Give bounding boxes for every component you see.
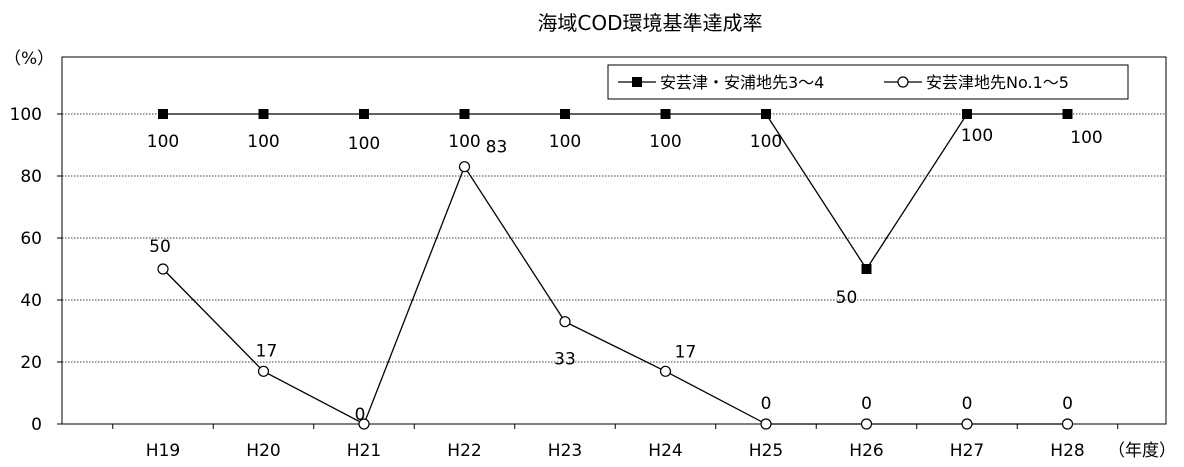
x-tick-label-H23: H23	[548, 441, 582, 461]
gridlines	[62, 113, 1166, 363]
series-line-2	[162, 165, 1068, 425]
data-point	[157, 263, 169, 275]
data-label: 0	[1062, 394, 1073, 414]
data-label: 100	[348, 134, 380, 154]
x-tick-label-H21: H21	[347, 441, 381, 461]
data-point	[962, 109, 972, 119]
data-label: 100	[750, 132, 782, 152]
data-point	[860, 418, 873, 430]
x-tick-label-H27: H27	[950, 441, 984, 461]
y-tick-label-40: 40	[20, 291, 42, 311]
data-label: 50	[836, 288, 858, 308]
data-label: 83	[486, 138, 508, 158]
data-point	[861, 264, 872, 274]
y-tick-label-0: 0	[31, 415, 42, 435]
legend-label-series-1: 安芸津・安浦地先3～4	[660, 73, 824, 92]
data-point	[358, 418, 370, 430]
data-point	[1062, 109, 1073, 119]
data-point	[258, 109, 269, 119]
x-tick-label-H20: H20	[246, 441, 280, 461]
data-point	[459, 109, 470, 119]
x-tick-label-H28: H28	[1050, 441, 1084, 461]
plot-frame	[61, 56, 1167, 425]
data-point	[458, 161, 471, 173]
data-point	[1061, 418, 1074, 430]
series-1: 100 100 100 100 100 100 100 50 100 100	[147, 109, 1103, 308]
legend: 安芸津・安浦地先3～4 安芸津地先No.1～5	[607, 64, 1129, 100]
x-tick-labels: H19 H20 H21 H22 H23 H24 H25 H26 H27 H28	[112, 424, 1119, 461]
legend-item-series-1: 安芸津・安浦地先3～4	[618, 73, 824, 92]
data-label: 17	[256, 341, 278, 361]
x-tick-label-H25: H25	[749, 441, 783, 461]
series-group: 100 100 100 100 100 100 100 50 100 100 50 17 0 83 33 17…	[147, 109, 1103, 430]
data-label: 100	[448, 132, 480, 152]
data-point	[760, 418, 772, 430]
y-tick-label-20: 20	[20, 353, 42, 373]
series-2: 50 17 0 83 33 17 0 0 0 0	[149, 138, 1074, 430]
data-label: 100	[247, 132, 279, 152]
data-point	[660, 109, 671, 119]
y-tick-label-80: 80	[20, 167, 42, 187]
data-point	[761, 109, 771, 119]
plot-area: 0 20 40 60 80 100 H19 H20 H21 H22 H23 H24 H25 H26 H27…	[10, 56, 1167, 461]
x-tick-label-H19: H19	[146, 441, 180, 461]
data-label: 100	[1070, 128, 1102, 148]
data-point	[359, 109, 369, 119]
data-label: 50	[149, 237, 171, 257]
legend-box	[607, 64, 1129, 100]
data-label: 17	[675, 342, 697, 362]
data-label: 100	[147, 132, 179, 152]
x-tick-label-H22: H22	[447, 441, 481, 461]
y-tick-label-60: 60	[20, 229, 42, 249]
data-point	[961, 418, 973, 430]
x-tick-label-H24: H24	[648, 441, 682, 461]
data-label: 0	[355, 405, 366, 425]
legend-label-series-2: 安芸津地先No.1～5	[926, 73, 1069, 92]
chart-title: 海域COD環境基準達成率	[537, 11, 762, 35]
x-axis-label: （年度）	[1108, 441, 1176, 461]
data-point	[559, 316, 571, 328]
y-tick-labels: 0 20 40 60 80 100	[10, 105, 62, 435]
series-line-1	[163, 113, 1068, 271]
data-point	[659, 365, 672, 377]
y-axis-label: （%）	[4, 49, 54, 69]
data-point	[158, 109, 168, 119]
data-label: 33	[554, 350, 576, 370]
data-label: 100	[961, 126, 993, 146]
data-label: 100	[649, 132, 681, 152]
legend-item-series-2: 安芸津地先No.1～5	[884, 73, 1069, 92]
data-label: 100	[549, 132, 581, 152]
data-label: 0	[962, 394, 973, 414]
data-label: 0	[861, 394, 872, 414]
data-label: 0	[761, 394, 772, 414]
data-point	[257, 365, 270, 377]
data-point	[560, 109, 570, 119]
x-tick-label-H26: H26	[849, 441, 883, 461]
y-tick-label-100: 100	[10, 105, 42, 125]
